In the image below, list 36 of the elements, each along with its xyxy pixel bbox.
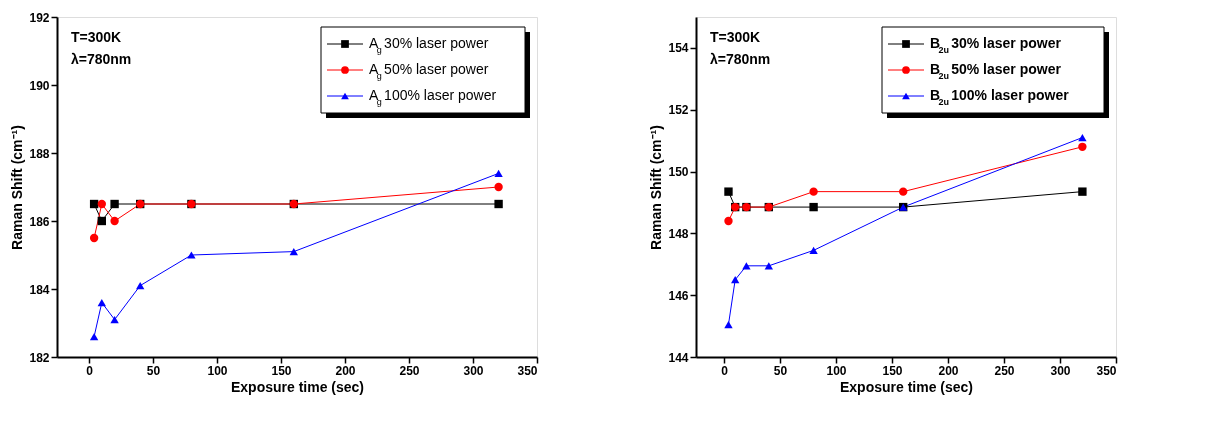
y-tick-label: 192 xyxy=(29,10,50,25)
x-tick-label: 350 xyxy=(517,363,538,378)
annotation: T=300K xyxy=(710,29,761,45)
x-tick-label: 350 xyxy=(1096,363,1117,378)
y-tick-label: 182 xyxy=(29,350,50,365)
x-tick-label: 0 xyxy=(721,363,729,378)
x-tick-label: 250 xyxy=(994,363,1015,378)
y-tick-label: 186 xyxy=(29,214,50,229)
y-tick-label: 154 xyxy=(668,41,689,56)
x-tick-label: 50 xyxy=(146,363,161,378)
y-tick-label: 144 xyxy=(668,350,689,365)
x-tick-label: 150 xyxy=(271,363,292,378)
y-tick-label: 184 xyxy=(29,282,50,297)
y-tick-label: 188 xyxy=(29,146,50,161)
annotation: λ=780nm xyxy=(710,51,771,67)
x-tick-label: 300 xyxy=(463,363,484,378)
x-tick-label: 0 xyxy=(86,363,94,378)
y-axis-title: Raman Shift (cm⁻¹) xyxy=(648,125,665,250)
x-tick-label: 100 xyxy=(207,363,228,378)
y-tick-label: 146 xyxy=(668,288,689,303)
y-tick-label: 152 xyxy=(668,103,689,118)
x-axis-title: Exposure time (sec) xyxy=(839,378,974,395)
x-tick-label: 200 xyxy=(335,363,356,378)
x-tick-label: 50 xyxy=(773,363,788,378)
x-axis-title: Exposure time (sec) xyxy=(230,378,365,395)
y-tick-label: 148 xyxy=(668,226,689,241)
y-tick-label: 150 xyxy=(668,165,689,180)
y-tick-label: 190 xyxy=(29,78,50,93)
x-tick-label: 100 xyxy=(826,363,847,378)
x-tick-label: 300 xyxy=(1050,363,1071,378)
annotation: λ=780nm xyxy=(71,51,132,67)
annotation: T=300K xyxy=(71,29,122,45)
y-axis-title: Raman Shift (cm⁻¹) xyxy=(9,125,26,250)
x-tick-label: 150 xyxy=(882,363,903,378)
x-tick-label: 250 xyxy=(399,363,420,378)
x-tick-label: 200 xyxy=(938,363,959,378)
